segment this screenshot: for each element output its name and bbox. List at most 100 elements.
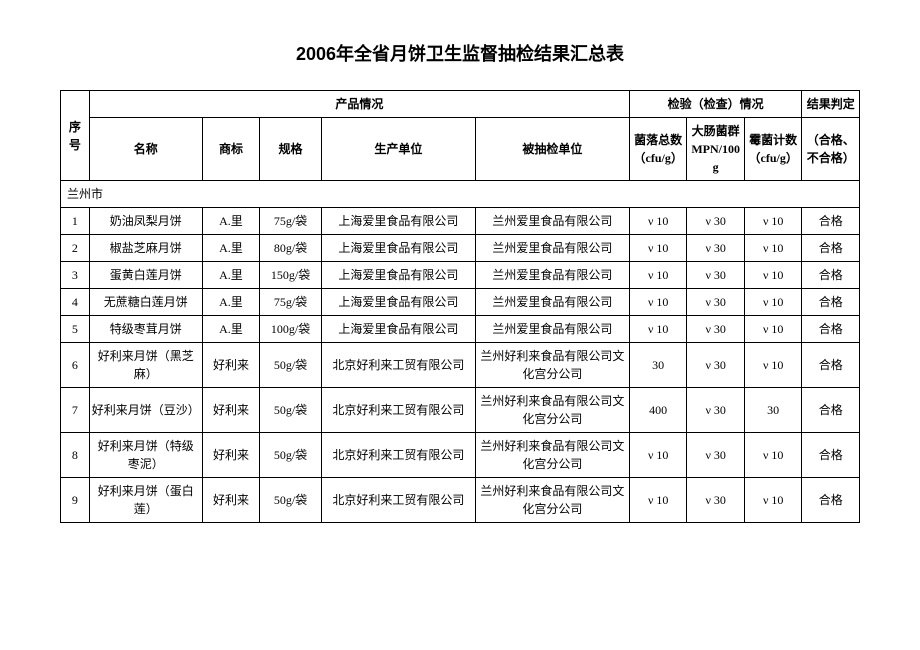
table-header: 序号 产品情况 检验（检查）情况 结果判定 名称 商标 规格 生产单位 被抽检单…	[61, 91, 860, 181]
cell-brand: A.里	[202, 316, 260, 343]
cell-idx: 3	[61, 262, 90, 289]
cell-brand: 好利来	[202, 343, 260, 388]
cell-name: 奶油凤梨月饼	[89, 208, 202, 235]
cell-coli: ν 30	[687, 343, 745, 388]
table-row: 2椒盐芝麻月饼A.里80g/袋上海爱里食品有限公司兰州爱里食品有限公司ν 10ν…	[61, 235, 860, 262]
cell-coli: ν 30	[687, 388, 745, 433]
cell-producer: 上海爱里食品有限公司	[321, 208, 475, 235]
cell-bac: ν 10	[629, 208, 687, 235]
cell-mold: ν 10	[744, 316, 802, 343]
cell-res: 合格	[802, 289, 860, 316]
cell-sampled: 兰州好利来食品有限公司文化宫分公司	[475, 388, 629, 433]
cell-mold: ν 10	[744, 289, 802, 316]
cell-res: 合格	[802, 388, 860, 433]
cell-coli: ν 30	[687, 433, 745, 478]
cell-coli: ν 30	[687, 478, 745, 523]
cell-coli: ν 30	[687, 235, 745, 262]
cell-bac: ν 10	[629, 478, 687, 523]
cell-mold: ν 10	[744, 478, 802, 523]
table-row: 7好利来月饼（豆沙）好利来50g/袋北京好利来工贸有限公司兰州好利来食品有限公司…	[61, 388, 860, 433]
cell-bac: ν 10	[629, 262, 687, 289]
table-row: 3蛋黄白莲月饼A.里150g/袋上海爱里食品有限公司兰州爱里食品有限公司ν 10…	[61, 262, 860, 289]
cell-spec: 75g/袋	[260, 208, 322, 235]
col-spec: 规格	[260, 118, 322, 181]
cell-name: 无蔗糖白莲月饼	[89, 289, 202, 316]
cell-name: 好利来月饼（特级枣泥）	[89, 433, 202, 478]
cell-name: 好利来月饼（蛋白莲）	[89, 478, 202, 523]
cell-sampled: 兰州爱里食品有限公司	[475, 316, 629, 343]
cell-name: 好利来月饼（黑芝麻）	[89, 343, 202, 388]
cell-spec: 50g/袋	[260, 388, 322, 433]
cell-spec: 50g/袋	[260, 343, 322, 388]
cell-bac: 400	[629, 388, 687, 433]
cell-mold: ν 10	[744, 433, 802, 478]
cell-brand: A.里	[202, 235, 260, 262]
cell-idx: 8	[61, 433, 90, 478]
cell-sampled: 兰州爱里食品有限公司	[475, 208, 629, 235]
cell-sampled: 兰州爱里食品有限公司	[475, 235, 629, 262]
cell-spec: 50g/袋	[260, 433, 322, 478]
cell-sampled: 兰州爱里食品有限公司	[475, 289, 629, 316]
cell-brand: A.里	[202, 289, 260, 316]
table-row: 5特级枣茸月饼A.里100g/袋上海爱里食品有限公司兰州爱里食品有限公司ν 10…	[61, 316, 860, 343]
cell-producer: 北京好利来工贸有限公司	[321, 388, 475, 433]
cell-res: 合格	[802, 262, 860, 289]
col-brand: 商标	[202, 118, 260, 181]
cell-coli: ν 30	[687, 289, 745, 316]
cell-bac: ν 10	[629, 316, 687, 343]
cell-brand: A.里	[202, 262, 260, 289]
cell-sampled: 兰州好利来食品有限公司文化宫分公司	[475, 433, 629, 478]
cell-spec: 75g/袋	[260, 289, 322, 316]
cell-coli: ν 30	[687, 316, 745, 343]
inspection-table: 序号 产品情况 检验（检查）情况 结果判定 名称 商标 规格 生产单位 被抽检单…	[60, 90, 860, 523]
table-row: 4无蔗糖白莲月饼A.里75g/袋上海爱里食品有限公司兰州爱里食品有限公司ν 10…	[61, 289, 860, 316]
col-group-test: 检验（检查）情况	[629, 91, 802, 118]
col-group-result: 结果判定	[802, 91, 860, 118]
cell-res: 合格	[802, 433, 860, 478]
col-name: 名称	[89, 118, 202, 181]
cell-brand: A.里	[202, 208, 260, 235]
cell-producer: 上海爱里食品有限公司	[321, 316, 475, 343]
cell-mold: ν 10	[744, 208, 802, 235]
cell-bac: ν 10	[629, 289, 687, 316]
section-row: 兰州市	[61, 181, 860, 208]
cell-spec: 100g/袋	[260, 316, 322, 343]
cell-spec: 150g/袋	[260, 262, 322, 289]
col-sampled: 被抽检单位	[475, 118, 629, 181]
table-row: 6好利来月饼（黑芝麻）好利来50g/袋北京好利来工贸有限公司兰州好利来食品有限公…	[61, 343, 860, 388]
table-row: 9好利来月饼（蛋白莲）好利来50g/袋北京好利来工贸有限公司兰州好利来食品有限公…	[61, 478, 860, 523]
cell-name: 特级枣茸月饼	[89, 316, 202, 343]
cell-producer: 北京好利来工贸有限公司	[321, 343, 475, 388]
cell-res: 合格	[802, 343, 860, 388]
cell-coli: ν 30	[687, 262, 745, 289]
cell-producer: 上海爱里食品有限公司	[321, 262, 475, 289]
cell-sampled: 兰州好利来食品有限公司文化宫分公司	[475, 478, 629, 523]
cell-mold: ν 10	[744, 343, 802, 388]
cell-coli: ν 30	[687, 208, 745, 235]
cell-bac: ν 10	[629, 433, 687, 478]
cell-idx: 1	[61, 208, 90, 235]
col-producer: 生产单位	[321, 118, 475, 181]
cell-producer: 上海爱里食品有限公司	[321, 235, 475, 262]
cell-brand: 好利来	[202, 478, 260, 523]
cell-res: 合格	[802, 235, 860, 262]
col-result: （合格、不合格）	[802, 118, 860, 181]
cell-idx: 5	[61, 316, 90, 343]
cell-res: 合格	[802, 208, 860, 235]
cell-idx: 6	[61, 343, 90, 388]
cell-sampled: 兰州好利来食品有限公司文化宫分公司	[475, 343, 629, 388]
cell-brand: 好利来	[202, 388, 260, 433]
table-row: 1奶油凤梨月饼A.里75g/袋上海爱里食品有限公司兰州爱里食品有限公司ν 10ν…	[61, 208, 860, 235]
col-coliform: 大肠菌群MPN/100g	[687, 118, 745, 181]
cell-name: 好利来月饼（豆沙）	[89, 388, 202, 433]
cell-name: 蛋黄白莲月饼	[89, 262, 202, 289]
cell-bac: 30	[629, 343, 687, 388]
cell-producer: 北京好利来工贸有限公司	[321, 478, 475, 523]
cell-idx: 4	[61, 289, 90, 316]
cell-producer: 上海爱里食品有限公司	[321, 289, 475, 316]
cell-brand: 好利来	[202, 433, 260, 478]
section-label: 兰州市	[61, 181, 860, 208]
cell-bac: ν 10	[629, 235, 687, 262]
cell-spec: 80g/袋	[260, 235, 322, 262]
cell-name: 椒盐芝麻月饼	[89, 235, 202, 262]
